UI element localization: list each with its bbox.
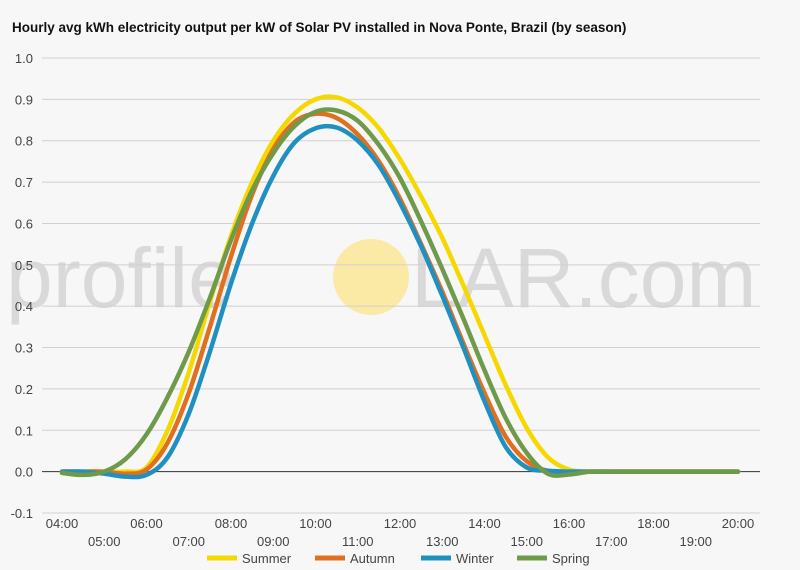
x-tick-label: 04:00 — [46, 516, 79, 531]
chart-title: Hourly avg kWh electricity output per kW… — [12, 20, 627, 35]
y-tick-label: 0.4 — [15, 299, 33, 314]
x-tick-label: 18:00 — [637, 516, 670, 531]
x-tick-label: 15:00 — [510, 534, 543, 549]
x-tick-label: 16:00 — [553, 516, 586, 531]
legend-label-spring: Spring — [552, 551, 590, 566]
x-tick-label: 09:00 — [257, 534, 290, 549]
y-tick-label: -0.1 — [11, 506, 33, 521]
y-tick-label: 0.8 — [15, 134, 33, 149]
watermark-sun-icon — [333, 239, 409, 315]
x-tick-label: 11:00 — [342, 534, 374, 549]
x-tick-label: 12:00 — [384, 516, 417, 531]
y-tick-label: 0.2 — [15, 382, 33, 397]
y-tick-label: 0.9 — [15, 92, 33, 107]
y-tick-label: 0.5 — [15, 258, 33, 273]
x-tick-label: 19:00 — [679, 534, 712, 549]
y-tick-label: 0.7 — [15, 175, 33, 190]
legend-label-winter: Winter — [456, 551, 494, 566]
x-tick-label: 07:00 — [172, 534, 205, 549]
x-tick-label: 05:00 — [88, 534, 121, 549]
x-tick-label: 13:00 — [426, 534, 459, 549]
series-lines — [59, 94, 741, 480]
x-axis-ticks: 04:00 06:00 08:00 10:00 12:00 14:00 16:00 18:00… — [46, 516, 755, 549]
x-tick-label: 17:00 — [595, 534, 628, 549]
y-tick-label: 1.0 — [15, 51, 33, 66]
watermark: profile LAR.com — [6, 231, 756, 325]
x-tick-label: 06:00 — [130, 516, 163, 531]
y-tick-label: 0.0 — [15, 465, 33, 480]
y-tick-label: 0.3 — [15, 341, 33, 356]
x-tick-label: 20:00 — [722, 516, 755, 531]
x-tick-label: 10:00 — [299, 516, 332, 531]
y-tick-label: 0.1 — [15, 423, 33, 438]
legend: Summer Autumn Winter Spring — [207, 551, 590, 566]
x-tick-label: 14:00 — [468, 516, 501, 531]
watermark-text-right: LAR.com — [411, 231, 756, 325]
x-tick-label: 08:00 — [215, 516, 248, 531]
y-tick-label: 0.6 — [15, 216, 33, 231]
watermark-text-left: profile — [6, 231, 235, 325]
legend-label-summer: Summer — [242, 551, 292, 566]
legend-label-autumn: Autumn — [350, 551, 395, 566]
y-axis-ticks: -0.1 0.0 0.1 0.2 0.3 0.4 0.5 0.6 0.7 0.8 0.9 1.0 — [11, 51, 33, 521]
series-line-spring — [59, 107, 741, 478]
